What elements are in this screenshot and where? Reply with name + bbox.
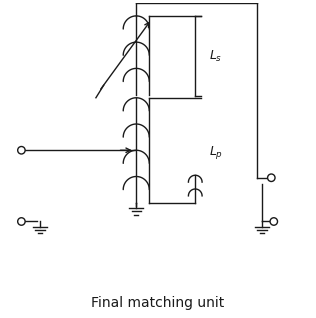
Text: $L_p$: $L_p$ (209, 144, 223, 161)
Text: Final matching unit: Final matching unit (91, 296, 225, 310)
Circle shape (268, 174, 275, 182)
Text: $L_s$: $L_s$ (209, 49, 222, 64)
Circle shape (18, 147, 25, 154)
Circle shape (270, 218, 277, 225)
Circle shape (18, 218, 25, 225)
